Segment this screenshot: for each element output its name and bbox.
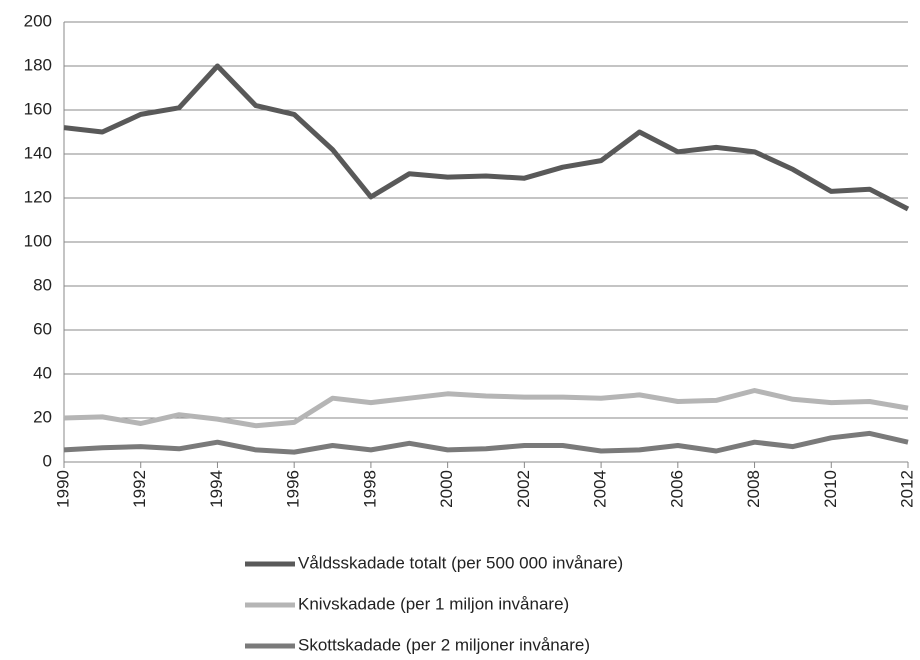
x-tick-label: 1998 (360, 470, 379, 508)
x-tick-label: 2010 (821, 470, 840, 508)
y-tick-label: 160 (24, 99, 52, 118)
x-tick-label: 2000 (437, 470, 456, 508)
y-tick-label: 140 (24, 143, 52, 162)
y-tick-label: 0 (43, 451, 52, 470)
x-tick-label: 1992 (130, 470, 149, 508)
y-tick-label: 100 (24, 231, 52, 250)
legend-label: Skottskadade (per 2 miljoner invånare) (298, 635, 590, 654)
x-tick-label: 1990 (53, 470, 72, 508)
y-tick-label: 120 (24, 187, 52, 206)
x-tick-label: 2008 (744, 470, 763, 508)
y-tick-label: 200 (24, 11, 52, 30)
x-tick-label: 2012 (897, 470, 916, 508)
series-line (63, 430, 909, 455)
y-tick-label: 40 (33, 363, 52, 382)
x-tick-label: 1994 (207, 470, 226, 508)
x-tick-label: 1996 (284, 470, 303, 508)
x-tick-label: 2006 (667, 470, 686, 508)
series-line (63, 63, 910, 212)
series-line (63, 388, 909, 429)
legend-label: Knivskadade (per 1 miljon invånare) (298, 594, 569, 613)
y-tick-label: 20 (33, 407, 52, 426)
y-tick-label: 60 (33, 319, 52, 338)
legend-label: Våldsskadade totalt (per 500 000 invånar… (298, 553, 623, 572)
x-tick-label: 2002 (514, 470, 533, 508)
y-tick-label: 180 (24, 55, 52, 74)
y-tick-label: 80 (33, 275, 52, 294)
x-tick-label: 2004 (591, 470, 610, 508)
